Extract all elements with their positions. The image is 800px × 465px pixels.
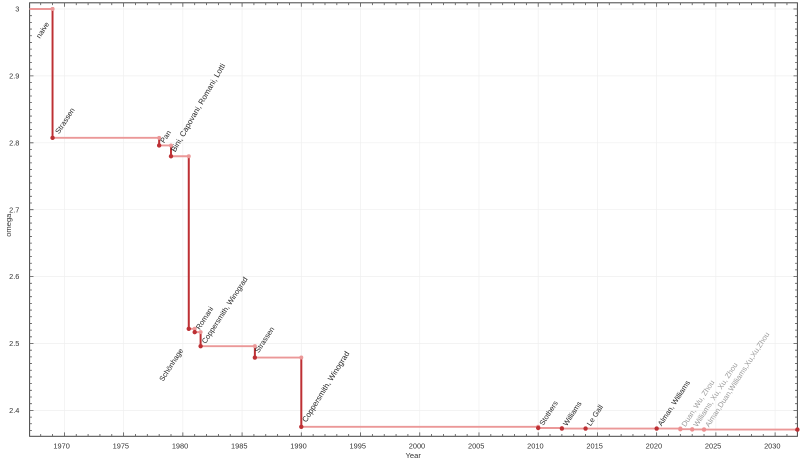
svg-text:2.4: 2.4	[9, 406, 19, 415]
svg-text:2000: 2000	[409, 441, 425, 450]
svg-text:2010: 2010	[527, 441, 543, 450]
svg-text:2030: 2030	[764, 441, 780, 450]
svg-text:2015: 2015	[586, 441, 602, 450]
svg-text:3: 3	[15, 5, 19, 14]
svg-text:omega: omega	[4, 213, 13, 237]
svg-text:1980: 1980	[172, 441, 188, 450]
svg-text:2.7: 2.7	[9, 205, 19, 214]
svg-text:1970: 1970	[53, 441, 69, 450]
svg-text:2025: 2025	[705, 441, 721, 450]
svg-text:2.5: 2.5	[9, 339, 19, 348]
svg-text:2005: 2005	[468, 441, 484, 450]
svg-text:1990: 1990	[290, 441, 306, 450]
svg-text:2.6: 2.6	[9, 272, 19, 281]
svg-text:2.9: 2.9	[9, 71, 19, 80]
svg-text:1985: 1985	[231, 441, 247, 450]
svg-text:2020: 2020	[646, 441, 662, 450]
svg-text:Year: Year	[406, 451, 422, 460]
svg-text:1975: 1975	[113, 441, 129, 450]
svg-text:2.8: 2.8	[9, 138, 19, 147]
svg-text:1995: 1995	[349, 441, 365, 450]
